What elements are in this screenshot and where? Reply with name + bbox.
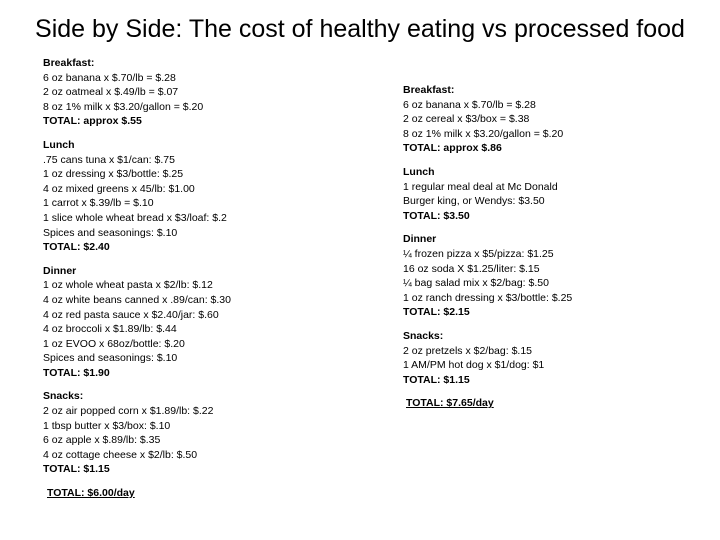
list-item: 8 oz 1% milk x $3.20/gallon = $.20: [403, 127, 564, 140]
section-total: TOTAL: $1.15: [43, 463, 110, 476]
processed-grand-total: TOTAL: $7.65/day: [406, 397, 494, 410]
section-heading: Dinner: [403, 233, 437, 246]
list-item: 1 AM/PM hot dog x $1/dog: $1: [403, 359, 545, 372]
healthy-lunch-section: Lunch .75 cans tuna x $1/can: $.75 1 oz …: [43, 138, 231, 255]
section-heading: Breakfast:: [43, 57, 95, 69]
healthy-snacks-section: Snacks: 2 oz air popped corn x $1.89/lb:…: [43, 389, 231, 477]
healthy-breakfast-section: Breakfast: 6 oz banana x $.70/lb = $.28 …: [43, 56, 231, 129]
list-item: 1 tbsp butter x $3/box: $.10: [43, 419, 171, 432]
list-item: 6 oz apple x $.89/lb: $.35: [43, 434, 161, 447]
section-heading: Lunch: [403, 165, 435, 178]
list-item: 8 oz 1% milk x $3.20/gallon = $.20: [43, 100, 204, 113]
processed-snacks-section: Snacks: 2 oz pretzels x $2/bag: $.15 1 A…: [403, 329, 572, 387]
section-heading: Dinner: [43, 264, 77, 277]
section-total: TOTAL: $1.15: [403, 373, 470, 386]
list-item: 4 oz cottage cheese x $2/lb: $.50: [43, 448, 198, 461]
page-title: Side by Side: The cost of healthy eating…: [35, 15, 685, 43]
healthy-grand-total: TOTAL: $6.00/day: [47, 487, 135, 500]
section-total: TOTAL: $1.90: [43, 366, 110, 379]
list-item: 2 oz air popped corn x $1.89/lb: $.22: [43, 405, 214, 418]
list-item: Spices and seasonings: $.10: [43, 226, 178, 239]
healthy-column: Breakfast: 6 oz banana x $.70/lb = $.28 …: [43, 56, 231, 501]
list-item: .75 cans tuna x $1/can: $.75: [43, 153, 175, 166]
list-item: 4 oz mixed greens x 45/lb: $1.00: [43, 182, 195, 195]
list-item: 1 regular meal deal at Mc Donald: [403, 180, 558, 193]
list-item: 6 oz banana x $.70/lb = $.28: [43, 71, 176, 84]
list-item: ¼ bag salad mix x $2/bag: $.50: [403, 277, 549, 290]
list-item: ¼ frozen pizza x $5/pizza: $1.25: [403, 247, 554, 260]
section-total: TOTAL: $3.50: [403, 209, 470, 222]
list-item: 1 oz EVOO x 68oz/bottle: $.20: [43, 337, 185, 350]
section-total: TOTAL: $2.40: [43, 241, 110, 254]
list-item: 2 oz pretzels x $2/bag: $.15: [403, 344, 532, 357]
list-item: 4 oz broccoli x $1.89/lb: $.44: [43, 323, 177, 336]
list-item: 6 oz banana x $.70/lb = $.28: [403, 98, 536, 111]
section-total: TOTAL: approx $.86: [403, 142, 502, 155]
section-heading: Breakfast:: [403, 84, 455, 96]
processed-column: Breakfast: 6 oz banana x $.70/lb = $.28 …: [403, 83, 572, 411]
list-item: 2 oz cereal x $3/box = $.38: [403, 113, 530, 126]
list-item: Burger king, or Wendys: $3.50: [403, 195, 545, 208]
list-item: 1 oz dressing x $3/bottle: $.25: [43, 168, 184, 181]
list-item: 1 carrot x $.39/lb = $.10: [43, 197, 154, 210]
section-heading: Lunch: [43, 138, 75, 151]
list-item: 16 oz soda X $1.25/liter: $.15: [403, 262, 540, 275]
list-item: 2 oz oatmeal x $.49/lb = $.07: [43, 86, 179, 99]
section-total: TOTAL: $2.15: [403, 306, 470, 319]
list-item: 1 oz ranch dressing x $3/bottle: $.25: [403, 291, 573, 304]
processed-dinner-section: Dinner ¼ frozen pizza x $5/pizza: $1.25 …: [403, 232, 572, 320]
processed-breakfast-section: Breakfast: 6 oz banana x $.70/lb = $.28 …: [403, 83, 572, 156]
section-heading: Snacks:: [403, 329, 444, 342]
section-heading: Snacks:: [43, 390, 84, 403]
healthy-dinner-section: Dinner 1 oz whole wheat pasta x $2/lb: $…: [43, 264, 231, 381]
list-item: 1 slice whole wheat bread x $3/loaf: $.2: [43, 211, 227, 224]
list-item: Spices and seasonings: $.10: [43, 352, 178, 365]
processed-lunch-section: Lunch 1 regular meal deal at Mc Donald B…: [403, 165, 572, 223]
list-item: 4 oz red pasta sauce x $2.40/jar: $.60: [43, 308, 219, 321]
list-item: 4 oz white beans canned x .89/can: $.30: [43, 293, 231, 306]
list-item: 1 oz whole wheat pasta x $2/lb: $.12: [43, 279, 213, 292]
section-total: TOTAL: approx $.55: [43, 115, 142, 128]
